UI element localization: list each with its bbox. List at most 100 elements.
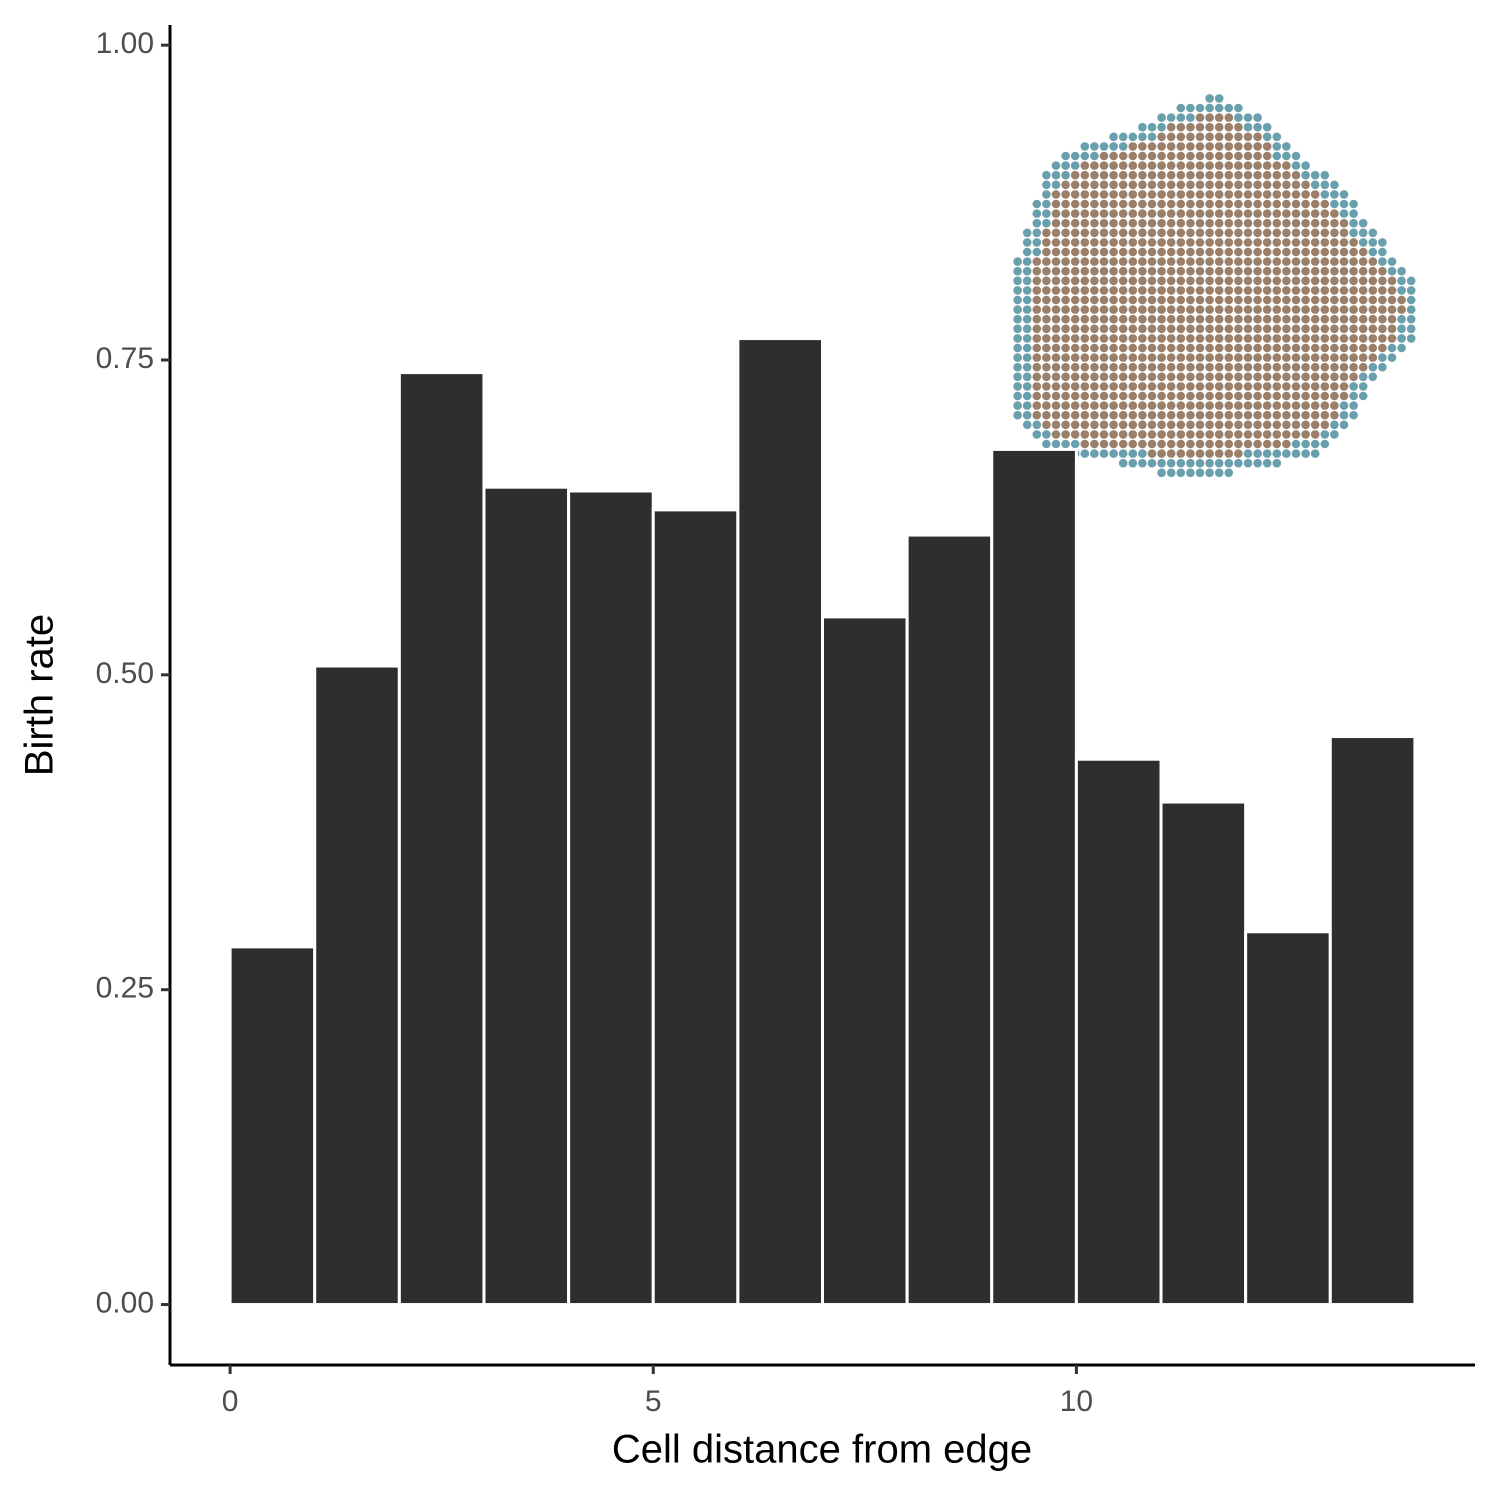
inset-cell xyxy=(1214,420,1224,430)
inset-cell xyxy=(1080,257,1090,266)
inset-cell xyxy=(1042,199,1051,209)
inset-cell xyxy=(1339,295,1349,305)
inset-cell xyxy=(1051,209,1061,218)
inset-cell xyxy=(1186,295,1195,305)
inset-cell xyxy=(1330,257,1339,266)
inset-cell xyxy=(1099,391,1109,401)
inset-cell xyxy=(1301,199,1310,209)
inset-cell xyxy=(1320,238,1330,247)
inset-cell xyxy=(1186,439,1195,449)
inset-cell xyxy=(1138,324,1147,334)
inset-cell xyxy=(1157,420,1166,430)
inset-cell xyxy=(1243,209,1253,218)
inset-cell xyxy=(1224,151,1234,161)
inset-cell xyxy=(1186,180,1195,190)
inset-cell xyxy=(1214,372,1224,382)
inset-cell xyxy=(1099,430,1109,439)
inset-cell xyxy=(1243,449,1253,458)
inset-cell xyxy=(1157,218,1166,228)
inset-cell xyxy=(1272,430,1282,439)
inset-cell xyxy=(1205,209,1214,218)
inset-cell xyxy=(1166,266,1176,276)
inset-cell xyxy=(1224,209,1234,218)
inset-cell xyxy=(1099,401,1109,410)
inset-cell xyxy=(1310,170,1320,180)
inset-cell xyxy=(1147,122,1157,132)
inset-cell xyxy=(1243,238,1253,247)
inset-cell xyxy=(1099,266,1109,276)
inset-cell xyxy=(1214,343,1224,353)
inset-cell xyxy=(1109,372,1118,382)
inset-cell xyxy=(1224,334,1234,343)
inset-cell xyxy=(1138,382,1147,391)
inset-cell xyxy=(1109,439,1118,449)
inset-cell xyxy=(1368,343,1378,353)
inset-cell xyxy=(1262,170,1272,180)
inset-cell xyxy=(1147,238,1157,247)
inset-cell xyxy=(1243,286,1253,295)
inset-cell xyxy=(1224,161,1234,170)
inset-cell xyxy=(1349,295,1358,305)
inset-cell xyxy=(1205,151,1214,161)
inset-cell xyxy=(1157,382,1166,391)
x-axis-title: Cell distance from edge xyxy=(612,1428,1032,1472)
inset-cell xyxy=(1176,209,1186,218)
inset-cell xyxy=(1090,276,1099,286)
inset-cell xyxy=(1128,458,1138,468)
inset-cell xyxy=(1118,449,1128,458)
inset-cell xyxy=(1128,190,1138,199)
inset-cell xyxy=(1282,391,1291,401)
inset-cell xyxy=(1080,266,1090,276)
inset-cell xyxy=(1061,305,1070,314)
inset-cell xyxy=(1291,449,1301,458)
inset-cell xyxy=(1262,439,1272,449)
inset-cell xyxy=(1032,314,1042,324)
inset-cell xyxy=(1253,199,1262,209)
inset-cell xyxy=(1157,199,1166,209)
inset-cell xyxy=(1378,266,1387,276)
inset-cell xyxy=(1013,410,1022,420)
inset-cell xyxy=(1301,247,1310,257)
inset-cell xyxy=(1080,391,1090,401)
inset-cell xyxy=(1118,372,1128,382)
inset-cell xyxy=(1234,266,1243,276)
inset-cell xyxy=(1272,209,1282,218)
inset-cell xyxy=(1358,362,1368,372)
inset-cell xyxy=(1224,170,1234,180)
inset-cell xyxy=(1099,238,1109,247)
inset-cell xyxy=(1195,420,1205,430)
inset-cell xyxy=(1195,458,1205,468)
inset-cell xyxy=(1224,122,1234,132)
inset-cell xyxy=(1042,372,1051,382)
inset-cell xyxy=(1051,295,1061,305)
inset-cell xyxy=(1080,305,1090,314)
inset-cell xyxy=(1195,305,1205,314)
inset-cell xyxy=(1253,228,1262,238)
inset-cell xyxy=(1128,372,1138,382)
inset-cell xyxy=(1358,295,1368,305)
inset-cell xyxy=(1061,218,1070,228)
inset-cell xyxy=(1291,314,1301,324)
inset-cell xyxy=(1195,468,1205,478)
inset-cell xyxy=(1176,103,1186,113)
inset-cell xyxy=(1262,132,1272,142)
inset-cell xyxy=(1291,334,1301,343)
inset-cell xyxy=(1195,170,1205,180)
inset-cell xyxy=(1291,257,1301,266)
inset-cell xyxy=(1109,334,1118,343)
inset-cell xyxy=(1358,266,1368,276)
inset-cell xyxy=(1195,391,1205,401)
inset-cell xyxy=(1061,151,1070,161)
inset-cell xyxy=(1358,314,1368,324)
inset-cell xyxy=(1282,353,1291,362)
inset-cell xyxy=(1157,449,1166,458)
inset-cell xyxy=(1080,161,1090,170)
inset-cell xyxy=(1243,439,1253,449)
inset-cell xyxy=(1166,420,1176,430)
inset-cell xyxy=(1320,286,1330,295)
inset-cell xyxy=(1291,430,1301,439)
inset-cell xyxy=(1358,372,1368,382)
inset-cell xyxy=(1099,218,1109,228)
inset-cell xyxy=(1262,401,1272,410)
inset-cell xyxy=(1099,161,1109,170)
